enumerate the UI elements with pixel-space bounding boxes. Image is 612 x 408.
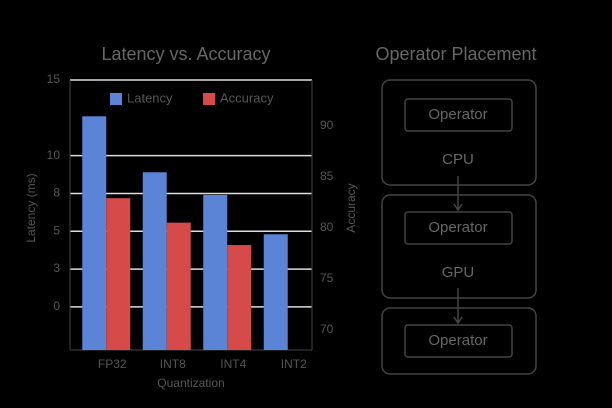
x-tick-label: FP32 [98, 357, 127, 371]
node-label: Operator [428, 106, 487, 123]
node: Operator [404, 324, 513, 358]
placement-label: CPU [442, 151, 474, 168]
y2-tick-label: 75 [320, 271, 334, 285]
device-box [381, 307, 537, 375]
y-tick-label: 15 [47, 72, 61, 86]
x-axis-label: Quantization [157, 376, 224, 390]
diagram: Operator Placement Operator Operator Ope… [375, 44, 537, 375]
bar [106, 198, 131, 350]
legend-swatch [110, 93, 122, 105]
chart-title: Latency vs. Accuracy [101, 44, 270, 64]
legend-label: Latency [127, 90, 173, 105]
legend-label: Accuracy [220, 90, 274, 105]
x-tick-label: INT8 [160, 357, 186, 371]
node: Operator [404, 211, 513, 245]
y-tick-label: 3 [53, 261, 60, 275]
y2-axis-label: Accuracy [344, 183, 358, 232]
y2-tick-label: 85 [320, 169, 334, 183]
diagram-title: Operator Placement [375, 44, 536, 64]
gpu-box [381, 194, 537, 299]
y-axis-label: Latency (ms) [24, 173, 38, 242]
placement-label: GPU [442, 264, 475, 281]
y-tick-label: 5 [53, 223, 60, 237]
cpu-box [381, 79, 537, 186]
bar [227, 245, 252, 350]
arrow [453, 176, 463, 325]
bar [142, 172, 167, 350]
x-tick-label: INT4 [220, 357, 246, 371]
legend-swatch [203, 93, 215, 105]
bar [203, 194, 228, 350]
node-label: Operator [428, 332, 487, 349]
node: Operator [404, 98, 513, 132]
node-label: Operator [428, 219, 487, 236]
y2-tick-label: 90 [320, 118, 334, 132]
bar [166, 222, 191, 350]
y-tick-label: 8 [53, 186, 60, 200]
y2-tick-label: 80 [320, 220, 334, 234]
bar [263, 234, 288, 350]
y-tick-label: 0 [53, 299, 60, 313]
x-tick-label: INT2 [281, 357, 307, 371]
y-tick-label: 10 [47, 148, 61, 162]
y2-tick-label: 70 [320, 322, 334, 336]
bar [82, 116, 107, 350]
